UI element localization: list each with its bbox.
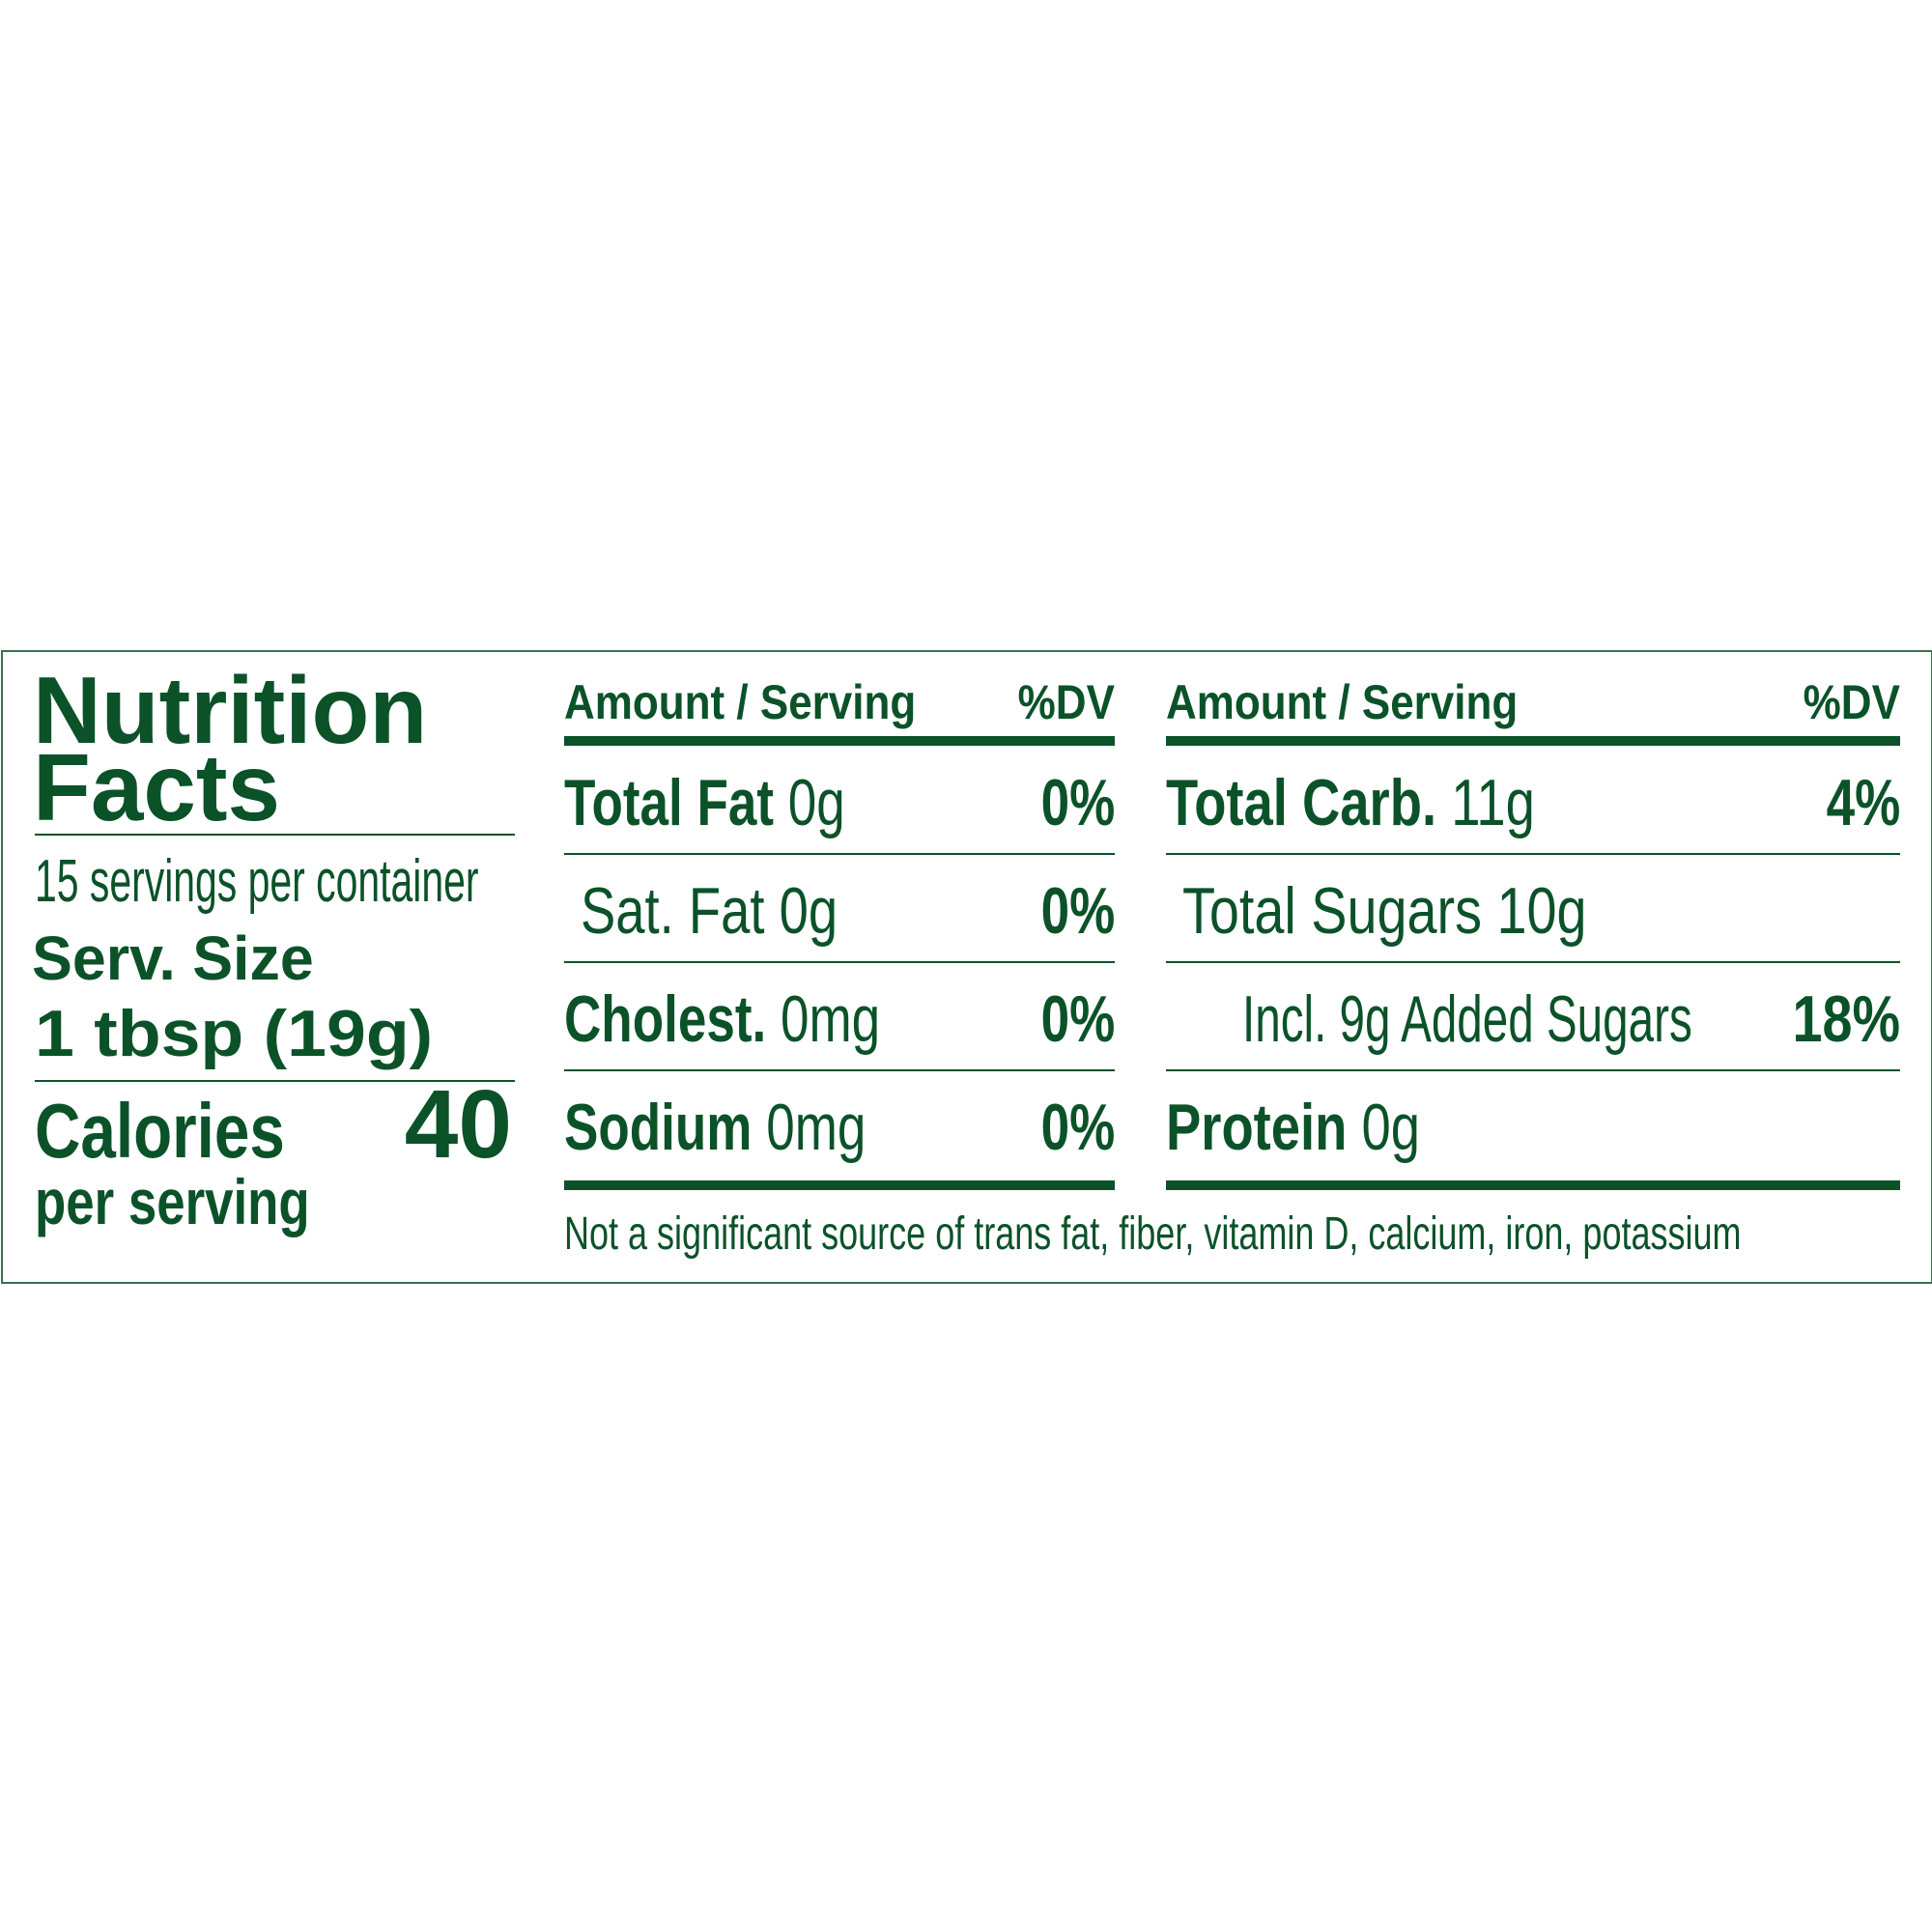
divider (1166, 1069, 1900, 1071)
nutrient-name: Total Carb. (1166, 766, 1437, 839)
nutrient-name: Sat. Fat (581, 874, 765, 948)
nutrient-dv: 0% (1040, 766, 1115, 839)
thick-rule (564, 736, 1115, 746)
title-facts: Facts (33, 734, 281, 840)
serving-size-label: Serv. Size (32, 923, 314, 993)
title-nutrition: Nutrition (33, 657, 428, 763)
nutrient-amount: 10g (1496, 874, 1587, 948)
divider (35, 834, 515, 836)
nutrient-name: Protein (1166, 1091, 1348, 1164)
nutrient-name: Incl. 9g Added Sugars (1242, 982, 1692, 1056)
thick-rule (1166, 1180, 1900, 1190)
divider (35, 1080, 515, 1082)
calories-per-serving: per serving (35, 1166, 310, 1237)
nutrient-name: Cholest. (564, 982, 767, 1056)
nutrient-amount: 0g (787, 766, 845, 839)
nutrient-amount: 0g (1361, 1091, 1421, 1164)
calories-value: 40 (404, 1070, 512, 1179)
divider (564, 1069, 1115, 1071)
right-header-dv: %DV (1803, 675, 1900, 729)
left-header-dv: %DV (1017, 675, 1115, 729)
calories-label: Calories (35, 1088, 285, 1174)
servings-per-container: 15 servings per container (35, 848, 479, 915)
right-header-amount: Amount / Serving (1166, 675, 1519, 729)
thick-rule (564, 1180, 1115, 1190)
nutrient-amount: 0mg (766, 1091, 867, 1164)
nutrient-dv: 0% (1040, 982, 1115, 1056)
nutrient-amount: 0g (779, 874, 838, 948)
nutrient-dv: 18% (1792, 982, 1900, 1056)
divider (1166, 853, 1900, 855)
footnote: Not a significant source of trans fat, f… (564, 1208, 1742, 1260)
divider (564, 961, 1115, 963)
nutrient-dv: 0% (1040, 1091, 1115, 1164)
nutrient-dv: 4% (1826, 766, 1900, 839)
nutrient-name: Sodium (564, 1091, 753, 1164)
nutrient-amount: 0mg (780, 982, 881, 1056)
thick-rule (1166, 736, 1900, 746)
divider (564, 853, 1115, 855)
nutrient-name: Total Fat (564, 766, 775, 839)
divider (1166, 961, 1900, 963)
serving-size-value: 1 tbsp (19g) (35, 997, 434, 1070)
left-header-amount: Amount / Serving (564, 675, 917, 729)
nutrient-dv: 0% (1040, 874, 1115, 948)
nutrient-amount: 11g (1451, 766, 1535, 839)
nutrient-name: Total Sugars (1182, 874, 1482, 948)
